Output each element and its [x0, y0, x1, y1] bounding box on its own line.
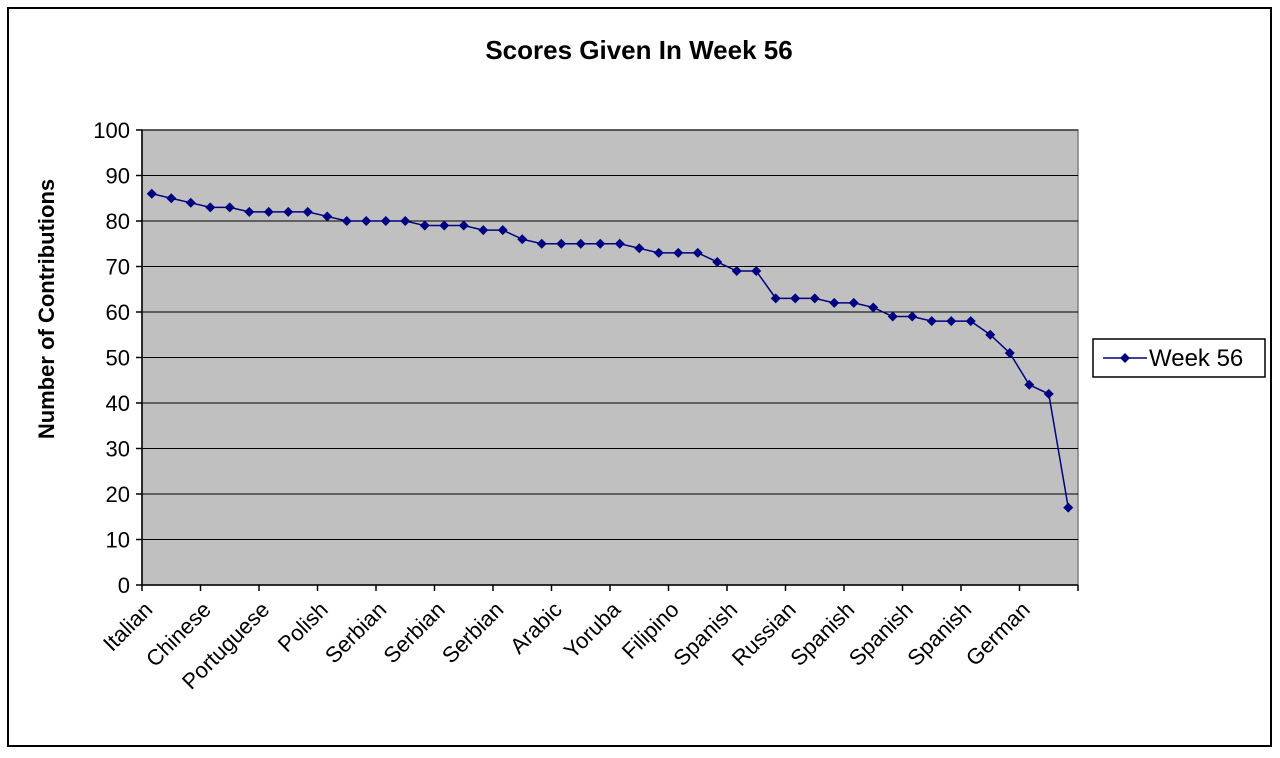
y-tick-label: 90: [106, 164, 130, 189]
gridlines: [142, 129, 1078, 540]
data-point: [731, 266, 742, 277]
legend-label: Week 56: [1149, 345, 1243, 372]
data-point: [907, 311, 918, 322]
data-point: [751, 266, 762, 277]
data-point: [790, 293, 801, 304]
x-tick-label: Spanish: [902, 597, 976, 671]
data-point: [614, 238, 625, 249]
data-point: [692, 247, 703, 258]
series-week-56: [146, 188, 1074, 513]
y-axis-ticks: 0 10 20 30 40 50 60 70 80 90 100: [93, 118, 142, 598]
y-tick-label: 40: [106, 391, 130, 416]
data-point: [341, 216, 352, 226]
y-tick-label: 10: [106, 528, 130, 553]
y-tick-label: 30: [106, 437, 130, 462]
x-tick-label: Spanish: [844, 597, 918, 671]
x-tick-label: Arabic: [505, 597, 567, 659]
data-point: [517, 234, 528, 245]
data-point: [302, 206, 313, 217]
data-point: [770, 293, 781, 304]
y-axis-title: Number of Contributions: [34, 179, 59, 439]
y-tick-label: 0: [118, 573, 130, 598]
x-tick-label: Serbian: [437, 597, 508, 668]
data-point: [868, 302, 879, 313]
data-point: [322, 211, 333, 222]
x-tick-label: Russian: [727, 597, 801, 671]
data-point: [439, 220, 450, 231]
x-tick-label: Serbian: [320, 597, 391, 668]
data-point: [1024, 379, 1035, 390]
legend-marker-icon: [1120, 353, 1130, 363]
x-tick-label: Spanish: [668, 597, 742, 671]
chart-frame: Scores Given In Week 56 0 10 20 30 40 50 60 70 8…: [7, 7, 1272, 747]
data-point: [575, 238, 586, 249]
data-point: [478, 225, 489, 236]
y-tick-label: 100: [93, 118, 130, 143]
y-tick-label: 60: [106, 300, 130, 325]
data-point: [848, 297, 859, 308]
data-point: [244, 206, 255, 217]
data-point: [380, 216, 391, 226]
data-point: [653, 247, 664, 258]
data-point: [1004, 347, 1015, 358]
x-axis-ticks: ItalianChinesePortuguesePolishSerbianSer…: [98, 585, 1079, 694]
data-point: [595, 238, 606, 249]
data-point: [673, 247, 684, 258]
y-tick-label: 20: [106, 482, 130, 507]
data-point: [809, 293, 820, 304]
y-tick-label: 80: [106, 209, 130, 234]
x-tick-label: Spanish: [785, 597, 859, 671]
x-tick-label: German: [961, 597, 1035, 671]
data-point: [283, 206, 294, 217]
y-tick-label: 70: [106, 255, 130, 280]
data-point: [497, 225, 508, 236]
data-point: [946, 316, 957, 327]
data-point: [146, 188, 157, 199]
chart-title: Scores Given In Week 56: [485, 35, 792, 65]
data-point: [965, 316, 976, 327]
x-tick-label: Serbian: [378, 597, 449, 668]
data-point: [458, 220, 469, 231]
data-point: [400, 216, 411, 226]
data-point: [634, 243, 645, 254]
data-point: [185, 197, 196, 208]
data-point: [361, 216, 372, 226]
data-point: [829, 297, 840, 308]
data-point: [536, 238, 547, 249]
data-point: [224, 202, 235, 213]
data-point: [887, 311, 898, 322]
data-point: [1043, 388, 1054, 399]
legend: Week 56: [1092, 338, 1266, 378]
data-point: [205, 202, 216, 213]
data-point: [166, 193, 177, 204]
data-point: [985, 329, 996, 340]
data-point: [419, 220, 430, 231]
data-point: [712, 256, 723, 267]
data-point: [1063, 502, 1074, 513]
data-point: [926, 316, 937, 327]
chart: Scores Given In Week 56 0 10 20 30 40 50 60 70 8…: [34, 35, 1266, 694]
x-tick-label: Yoruba: [559, 596, 626, 663]
data-point: [263, 206, 274, 217]
y-tick-label: 50: [106, 346, 130, 371]
data-point: [556, 238, 567, 249]
